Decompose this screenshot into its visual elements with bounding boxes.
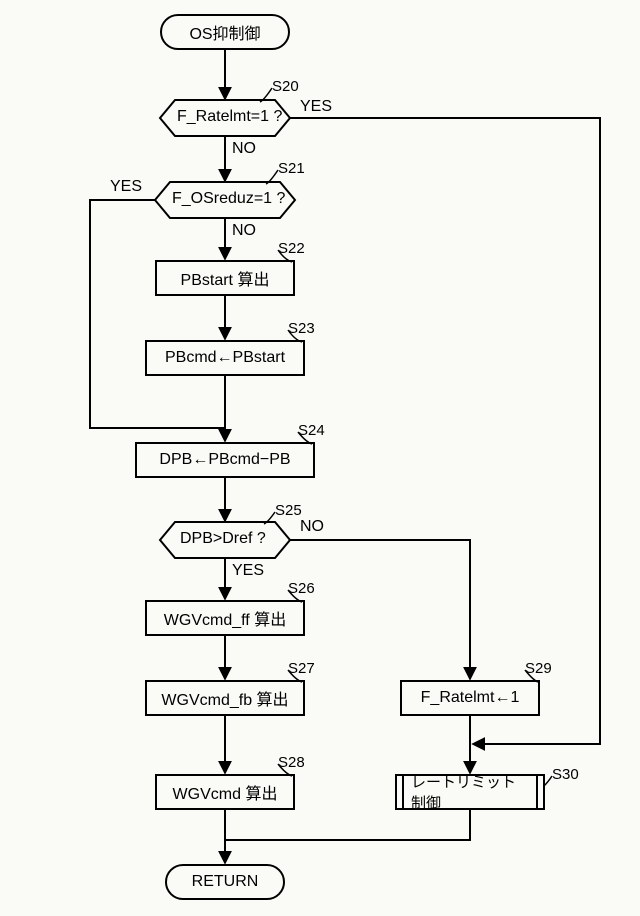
s20-no: NO <box>232 140 256 158</box>
step-label-s25: S25 <box>275 502 302 519</box>
step-label-s23: S23 <box>288 320 315 337</box>
process-s22: PBstart 算出 <box>155 260 295 296</box>
process-s27: WGVcmd_fb 算出 <box>145 680 305 716</box>
terminator-end: RETURN <box>165 864 285 900</box>
process-s27-text: WGVcmd_fb 算出 <box>161 686 288 710</box>
process-s24-text: DPB←PBcmd−PB <box>159 451 290 469</box>
terminator-start-label: OS抑制御 <box>189 20 260 44</box>
step-label-s27: S27 <box>288 660 315 677</box>
step-label-s21: S21 <box>278 160 305 177</box>
s21-no: NO <box>232 222 256 240</box>
s25-no: NO <box>300 518 324 536</box>
s21-yes: YES <box>110 178 142 196</box>
process-s24: DPB←PBcmd−PB <box>135 442 315 478</box>
decision-s25-text: DPB>Dref ? <box>180 530 266 548</box>
process-s22-text: PBstart 算出 <box>181 266 270 290</box>
process-s28-text: WGVcmd 算出 <box>173 780 278 804</box>
s20-yes: YES <box>300 98 332 116</box>
subprocess-s30-text: レートリミット制御 <box>411 771 529 813</box>
step-label-s29: S29 <box>525 660 552 677</box>
process-s26-text: WGVcmd_ff 算出 <box>164 606 286 630</box>
s25-yes: YES <box>232 562 264 580</box>
decision-s21-text: F_OSreduz=1 ? <box>172 190 285 208</box>
process-s28: WGVcmd 算出 <box>155 774 295 810</box>
step-label-s28: S28 <box>278 754 305 771</box>
step-label-s26: S26 <box>288 580 315 597</box>
subprocess-s30: レートリミット制御 <box>395 774 545 810</box>
terminator-end-label: RETURN <box>192 873 259 891</box>
process-s29-text: F_Ratelmt←1 <box>421 689 520 707</box>
step-label-s30: S30 <box>552 766 579 783</box>
process-s26: WGVcmd_ff 算出 <box>145 600 305 636</box>
step-label-s20: S20 <box>272 78 299 95</box>
step-label-s24: S24 <box>298 422 325 439</box>
process-s29: F_Ratelmt←1 <box>400 680 540 716</box>
decision-s20-text: F_Ratelmt=1 ? <box>177 108 282 126</box>
terminator-start: OS抑制御 <box>160 14 290 50</box>
process-s23-text: PBcmd←PBstart <box>165 349 285 367</box>
step-label-s22: S22 <box>278 240 305 257</box>
process-s23: PBcmd←PBstart <box>145 340 305 376</box>
